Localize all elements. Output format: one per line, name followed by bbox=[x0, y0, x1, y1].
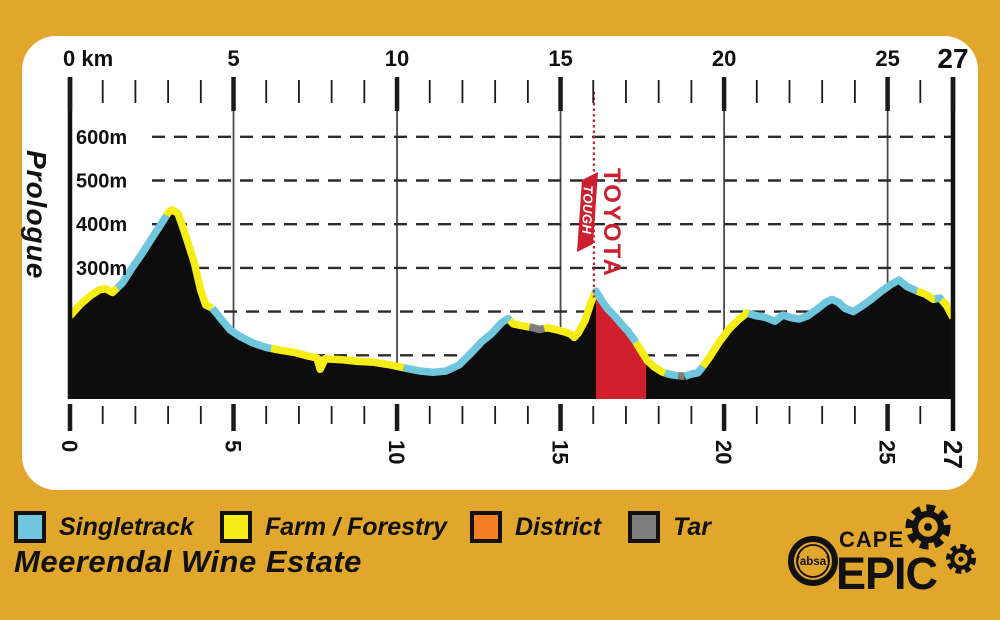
top-axis-label: 27 bbox=[937, 43, 968, 74]
surface-singletrack bbox=[114, 213, 170, 291]
elevation-label: 300m bbox=[76, 258, 127, 280]
surface-farm_forestry bbox=[67, 285, 120, 319]
surface-singletrack bbox=[664, 369, 679, 380]
surface-singletrack bbox=[747, 276, 919, 325]
surface-farm_forestry bbox=[632, 340, 667, 377]
top-axis-label: 0 km bbox=[63, 46, 113, 71]
bottom-axis-label: 25 bbox=[875, 440, 900, 464]
surface-singletrack bbox=[209, 305, 272, 353]
elevation-label: 500m bbox=[76, 171, 127, 193]
absa-cape-epic-logo: (absa) CAPE EPIC bbox=[788, 504, 976, 599]
top-axis-label: 20 bbox=[712, 46, 736, 71]
surface-tar bbox=[678, 372, 686, 381]
bottom-axis-label: 5 bbox=[221, 440, 246, 452]
surface-farm_forestry bbox=[915, 287, 938, 304]
marker-tag-text: TOUGH bbox=[579, 185, 596, 235]
bottom-axis-label: 20 bbox=[711, 440, 736, 464]
absa-badge-text: (absa) bbox=[796, 556, 830, 568]
surface-farm_forestry bbox=[270, 344, 405, 374]
top-axis-label: 10 bbox=[385, 46, 409, 71]
legend-item-district: District bbox=[470, 511, 601, 543]
top-axis-label: 5 bbox=[227, 46, 239, 71]
farm-forestry-swatch bbox=[220, 511, 252, 543]
bottom-axis-label: 10 bbox=[384, 440, 409, 464]
bottom-axis-label: 27 bbox=[938, 440, 968, 469]
surface-singletrack bbox=[402, 314, 513, 377]
surface-singletrack bbox=[683, 364, 706, 380]
highlight-red-sector bbox=[595, 291, 647, 399]
route-title: Meerendal Wine Estate bbox=[14, 544, 362, 579]
surface-farm_forestry bbox=[507, 317, 531, 331]
logo-epic-text: EPIC bbox=[836, 548, 938, 599]
marker-flag bbox=[577, 172, 598, 252]
surface-tar bbox=[527, 323, 545, 334]
legend-label: District bbox=[515, 512, 602, 541]
district-swatch bbox=[470, 511, 502, 543]
legend-item-farm-forestry: Farm / Forestry bbox=[220, 511, 447, 543]
elevation-label: 600m bbox=[76, 127, 127, 149]
gear-icon bbox=[905, 504, 951, 550]
elevation-label: 400m bbox=[76, 214, 127, 236]
top-axis-label: 25 bbox=[875, 46, 899, 71]
tar-swatch bbox=[628, 511, 660, 543]
top-axis-label: 15 bbox=[548, 46, 572, 71]
legend-item-tar: Tar bbox=[628, 511, 711, 543]
singletrack-swatch bbox=[14, 511, 46, 543]
surface-farm_forestry bbox=[163, 206, 214, 312]
bottom-axis-label: 0 bbox=[57, 440, 82, 452]
logo-cape-text: CAPE bbox=[839, 527, 904, 552]
absa-badge: (absa) bbox=[788, 536, 838, 586]
surface-singletrack bbox=[934, 294, 945, 303]
surface-farm_forestry bbox=[543, 291, 599, 342]
legend-label: Singletrack bbox=[59, 512, 194, 541]
elevation-profile bbox=[70, 209, 953, 399]
legend-item-singletrack: Singletrack bbox=[14, 511, 194, 543]
legend-label: Tar bbox=[673, 512, 711, 541]
surface-farm_forestry bbox=[699, 309, 751, 369]
legend-label: Farm / Forestry bbox=[265, 512, 448, 541]
surface-singletrack bbox=[591, 287, 639, 345]
gear-icon bbox=[946, 544, 976, 574]
bottom-axis-label: 15 bbox=[548, 440, 573, 464]
marker-brand-text: TOYOTA bbox=[598, 168, 625, 278]
stage-label: Prologue bbox=[21, 150, 52, 280]
gear-icon bbox=[905, 504, 976, 574]
